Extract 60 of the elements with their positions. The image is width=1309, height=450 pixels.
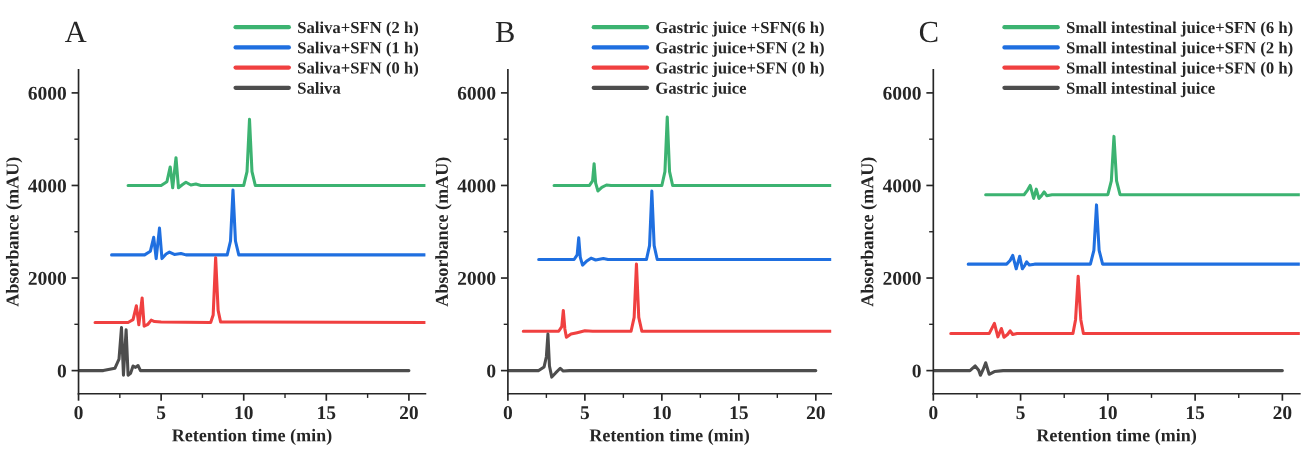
legend-label: Gastric juice+SFN (2 h) xyxy=(656,41,824,57)
x-tick-label: 5 xyxy=(157,406,166,420)
y-tick-label: 2000 xyxy=(28,271,66,285)
legend-label: Saliva+SFN (1 h) xyxy=(298,41,419,57)
line-series xyxy=(966,203,1300,271)
legend-label: Gastric juice xyxy=(656,82,747,98)
legend-label: Small intestinal juice+SFN (6 h) xyxy=(1066,21,1293,37)
line-series xyxy=(521,262,832,339)
chart-title: C xyxy=(919,21,938,43)
line-series xyxy=(507,332,818,379)
y-tick-label: 0 xyxy=(912,364,921,378)
y-tick-label: 4000 xyxy=(457,179,496,193)
line-series xyxy=(93,256,426,328)
y-axis-title: Absorbance (mAU) xyxy=(435,157,452,307)
y-tick-label: 0 xyxy=(487,364,496,378)
legend-label: Gastric juice+SFN (0 h) xyxy=(656,61,824,77)
y-tick-label: 2000 xyxy=(883,271,921,285)
legend-label: Small intestinal juice+SFN (0 h) xyxy=(1066,61,1293,77)
x-tick-label: 15 xyxy=(730,406,748,420)
legend-label: Saliva xyxy=(298,82,341,94)
legend-label: Saliva+SFN (0 h) xyxy=(298,61,419,77)
y-tick-label: 4000 xyxy=(882,179,921,193)
line-series xyxy=(126,117,426,190)
x-axis-title: Retention time (min) xyxy=(1036,428,1197,446)
line-series xyxy=(552,115,832,193)
line-series xyxy=(984,134,1300,200)
x-tick-label: 10 xyxy=(1099,406,1117,420)
x-tick-label: 10 xyxy=(235,406,253,420)
y-tick-label: 6000 xyxy=(457,86,496,100)
legend-label: Gastric juice +SFN(6 h) xyxy=(656,21,824,37)
line-series xyxy=(949,274,1300,339)
x-tick-label: 5 xyxy=(580,406,590,420)
x-axis-title: Retention time (min) xyxy=(589,428,749,446)
y-tick-label: 0 xyxy=(57,364,66,378)
y-tick-label: 4000 xyxy=(28,179,66,193)
line-series xyxy=(537,189,832,267)
x-tick-label: 20 xyxy=(806,406,825,420)
y-axis-title: Absorbance (mAU) xyxy=(5,157,23,307)
line-series xyxy=(110,188,426,261)
x-tick-label: 0 xyxy=(929,406,938,420)
x-tick-label: 0 xyxy=(503,406,513,420)
x-tick-label: 5 xyxy=(1016,406,1025,420)
line-series xyxy=(78,326,411,377)
y-tick-label: 6000 xyxy=(28,86,66,100)
x-axis-title: Retention time (min) xyxy=(172,428,332,446)
x-tick-label: 10 xyxy=(653,406,671,420)
line-series xyxy=(933,361,1284,377)
x-tick-label: 20 xyxy=(400,406,418,420)
x-tick-label: 15 xyxy=(1186,406,1205,420)
legend-label: Saliva+SFN (2 h) xyxy=(298,21,419,37)
y-tick-label: 6000 xyxy=(883,86,921,100)
x-tick-label: 20 xyxy=(1273,406,1292,420)
y-axis-title: Absorbance (mAU) xyxy=(860,157,878,307)
x-tick-label: 15 xyxy=(318,406,336,420)
legend-label: Small intestinal juice xyxy=(1066,82,1215,98)
y-tick-label: 2000 xyxy=(458,271,496,285)
legend-label: Small intestinal juice+SFN (2 h) xyxy=(1066,41,1293,57)
x-tick-label: 0 xyxy=(74,406,83,420)
chart-title: B xyxy=(495,21,514,43)
chart-title: A xyxy=(64,21,87,42)
